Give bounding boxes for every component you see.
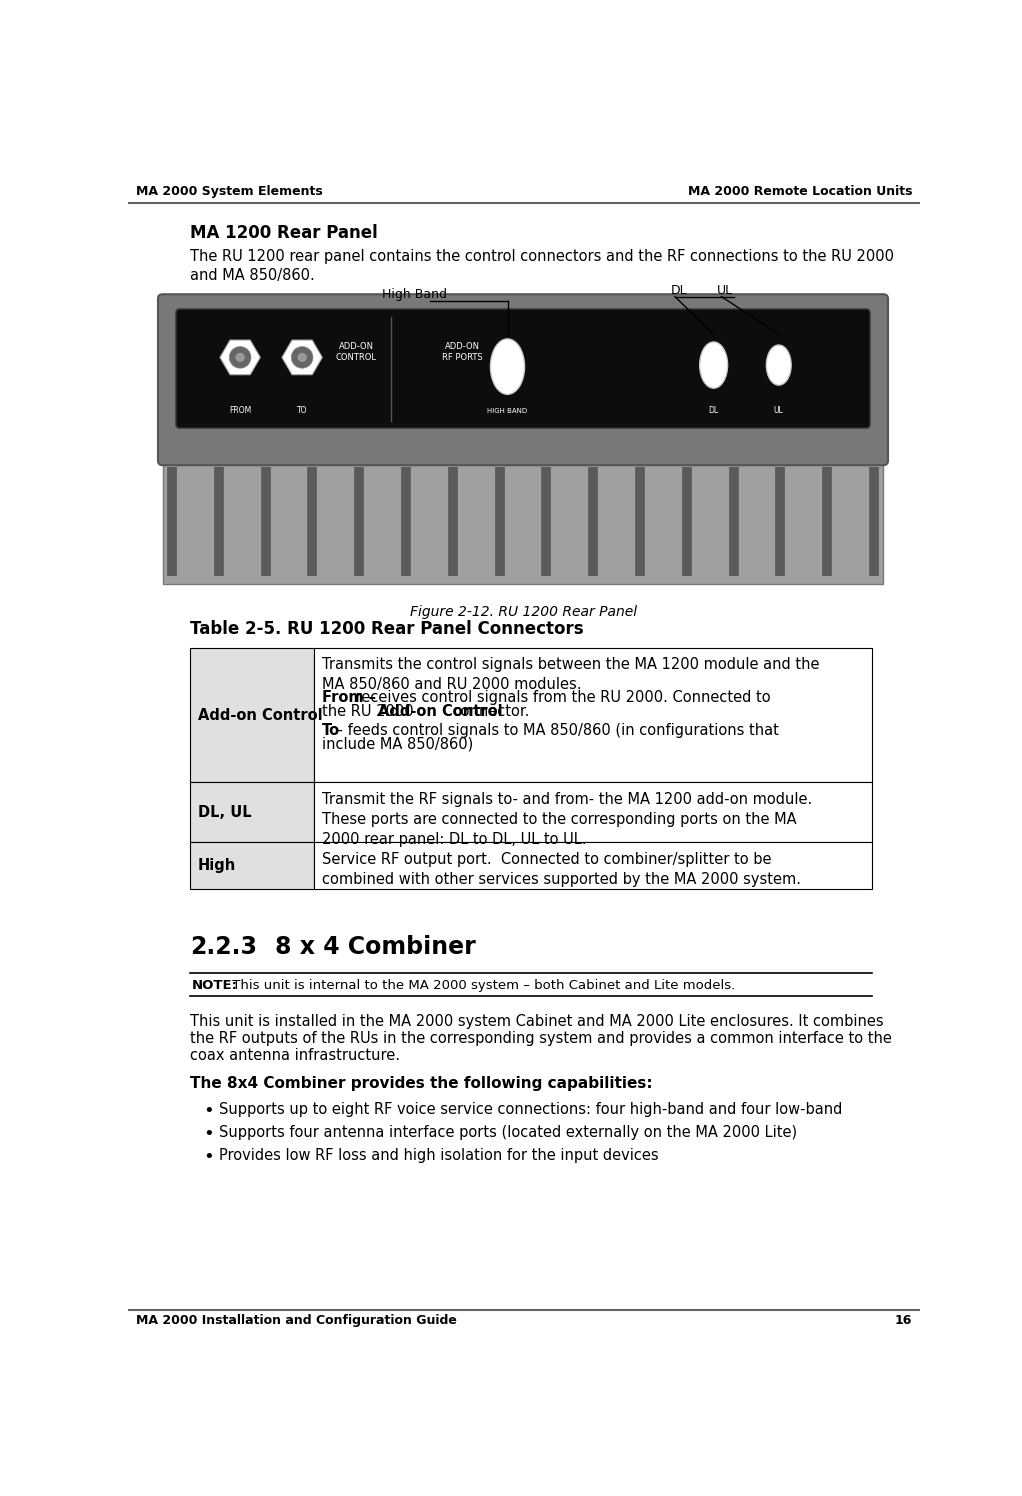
Text: 2.2.3: 2.2.3 [190,935,257,959]
Text: 16: 16 [894,1313,912,1327]
Text: UL: UL [774,405,784,414]
FancyBboxPatch shape [176,308,870,428]
Text: FROM: FROM [229,405,251,414]
Text: The 8x4 Combiner provides the following capabilities:: The 8x4 Combiner provides the following … [190,1076,652,1091]
Text: DL, UL: DL, UL [197,805,251,820]
Text: Transmits the control signals between the MA 1200 module and the
MA 850/860 and : Transmits the control signals between th… [322,657,819,693]
Text: NOTE:: NOTE: [191,978,237,992]
Text: and MA 850/860.: and MA 850/860. [190,268,315,283]
Text: Provides low RF loss and high isolation for the input devices: Provides low RF loss and high isolation … [219,1149,659,1164]
Text: MA 1200 Rear Panel: MA 1200 Rear Panel [190,224,377,242]
Text: HIGH BAND: HIGH BAND [487,407,527,413]
Bar [190,842,314,889]
Text: •: • [203,1125,215,1143]
Circle shape [291,347,313,368]
Text: MA 2000 System Elements: MA 2000 System Elements [136,184,322,197]
Text: the RF outputs of the RUs in the corresponding system and provides a common inte: the RF outputs of the RUs in the corresp… [190,1031,891,1046]
Text: Table 2-5. RU 1200 Rear Panel Connectors: Table 2-5. RU 1200 Rear Panel Connectors [190,621,584,639]
Bar [314,648,872,782]
Bar [314,782,872,842]
Bar [162,461,883,583]
Text: Transmit the RF signals to- and from- the MA 1200 add-on module.
These ports are: Transmit the RF signals to- and from- th… [322,791,811,847]
Ellipse shape [700,343,728,387]
Text: connector.: connector. [448,703,529,718]
Text: This unit is internal to the MA 2000 system – both Cabinet and Lite models.: This unit is internal to the MA 2000 sys… [229,978,736,992]
Text: MA 2000 Remote Location Units: MA 2000 Remote Location Units [688,184,912,197]
Text: ADD-ON
RF PORTS: ADD-ON RF PORTS [443,343,482,362]
Text: This unit is installed in the MA 2000 system Cabinet and MA 2000 Lite enclosures: This unit is installed in the MA 2000 sy… [190,1014,883,1029]
Bar [314,842,872,889]
Text: receives control signals from the RU 2000. Connected to: receives control signals from the RU 200… [352,690,771,705]
Text: – feeds control signals to MA 850/860 (in configurations that: – feeds control signals to MA 850/860 (i… [331,723,780,738]
Circle shape [236,353,244,362]
Text: UL: UL [716,284,733,296]
Circle shape [229,347,251,368]
Bar [190,648,314,782]
Text: Figure 2-12. RU 1200 Rear Panel: Figure 2-12. RU 1200 Rear Panel [410,606,638,619]
Text: Service RF output port.  Connected to combiner/splitter to be
combined with othe: Service RF output port. Connected to com… [322,851,800,887]
Text: Supports up to eight RF voice service connections: four high-band and four low-b: Supports up to eight RF voice service co… [219,1103,842,1118]
Text: •: • [203,1149,215,1167]
Text: include MA 850/860): include MA 850/860) [322,736,473,751]
FancyBboxPatch shape [158,295,888,465]
Bar [190,782,314,842]
Text: MA 2000 Installation and Configuration Guide: MA 2000 Installation and Configuration G… [136,1313,457,1327]
Text: ADD-ON
CONTROL: ADD-ON CONTROL [336,343,377,362]
Text: •: • [203,1103,215,1121]
Text: High: High [197,859,236,874]
Circle shape [297,353,307,362]
Text: Add-on Control: Add-on Control [378,703,503,718]
Text: TO: TO [296,405,308,414]
Text: Supports four antenna interface ports (located externally on the MA 2000 Lite): Supports four antenna interface ports (l… [219,1125,797,1140]
Ellipse shape [491,340,524,395]
Text: High Band: High Band [382,289,447,301]
Text: 8 x 4 Combiner: 8 x 4 Combiner [275,935,476,959]
Text: DL: DL [708,405,718,414]
Text: From –: From – [322,690,375,705]
Ellipse shape [766,346,791,384]
Text: coax antenna infrastructure.: coax antenna infrastructure. [190,1049,400,1064]
Text: the RU 2000: the RU 2000 [322,703,418,718]
Text: DL: DL [670,284,687,296]
Text: The RU 1200 rear panel contains the control connectors and the RF connections to: The RU 1200 rear panel contains the cont… [190,248,894,263]
Text: Add-on Control: Add-on Control [197,708,322,723]
Text: To: To [322,723,339,738]
